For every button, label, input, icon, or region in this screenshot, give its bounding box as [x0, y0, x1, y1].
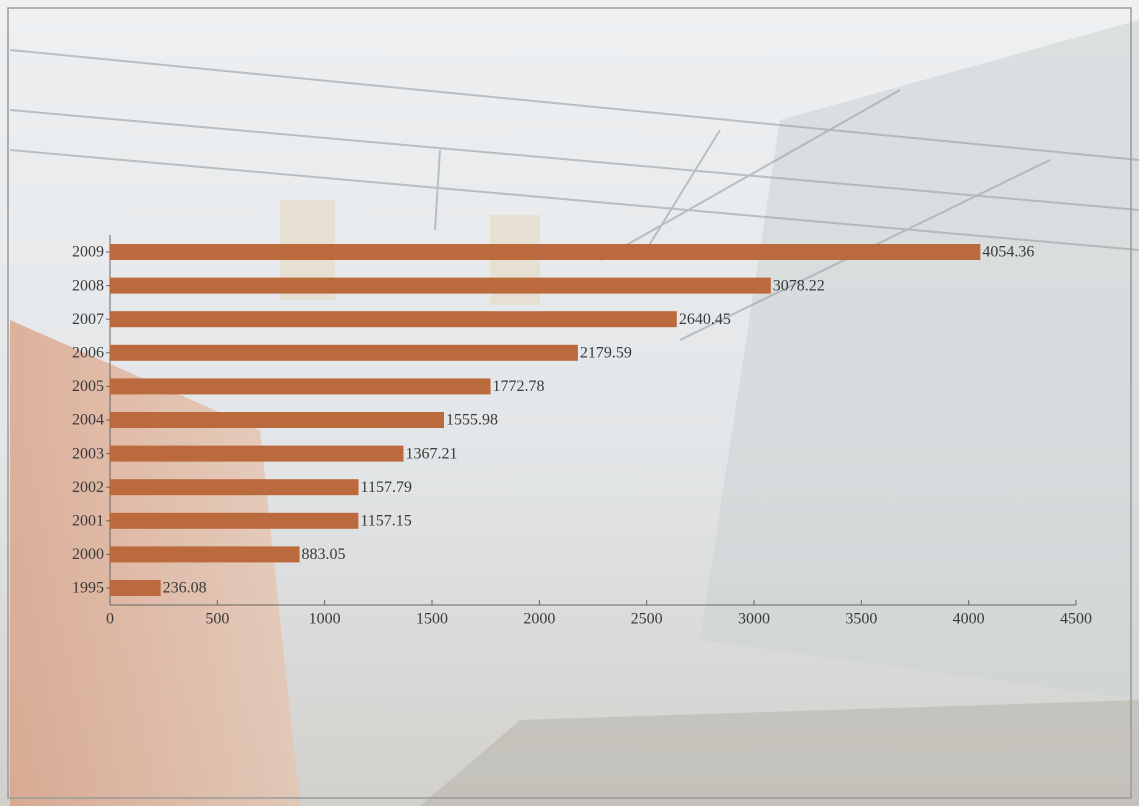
y-tick-label: 2002 — [72, 479, 104, 496]
value-label: 4054.36 — [982, 244, 1034, 261]
bar — [110, 445, 404, 462]
bar — [110, 344, 578, 361]
x-tick-label: 4000 — [953, 611, 985, 628]
bar — [110, 512, 359, 529]
value-label: 236.08 — [163, 580, 207, 597]
y-tick-label: 2009 — [72, 244, 104, 261]
value-label: 1555.98 — [446, 412, 498, 429]
value-label: 2640.45 — [679, 311, 731, 328]
y-tick-label: 2003 — [72, 445, 104, 462]
bar — [110, 546, 300, 563]
x-tick-label: 3500 — [845, 611, 877, 628]
x-tick-label: 4500 — [1060, 611, 1092, 628]
y-tick-label: 2007 — [72, 311, 104, 328]
value-label: 883.05 — [302, 546, 346, 563]
bar — [110, 580, 161, 596]
x-tick-label: 2500 — [631, 611, 663, 628]
y-tick-label: 2004 — [72, 412, 104, 429]
y-tick-label: 2000 — [72, 546, 104, 563]
value-label: 2179.59 — [580, 344, 632, 361]
value-label: 1157.79 — [361, 479, 412, 496]
value-label: 3078.22 — [773, 277, 825, 294]
value-label: 1157.15 — [360, 512, 411, 529]
x-tick-label: 1000 — [309, 611, 341, 628]
y-tick-label: 2008 — [72, 277, 104, 294]
bar — [110, 311, 677, 328]
bar — [110, 412, 445, 428]
y-tick-label: 2001 — [72, 512, 104, 529]
x-tick-label: 500 — [205, 611, 229, 628]
bar — [110, 244, 981, 260]
bar — [110, 277, 771, 294]
bar — [110, 479, 359, 496]
y-tick-label: 1995 — [72, 580, 104, 597]
x-tick-label: 3000 — [738, 611, 770, 628]
value-label: 1772.78 — [493, 378, 545, 395]
x-tick-label: 2000 — [523, 611, 555, 628]
bar — [110, 378, 491, 395]
y-tick-label: 2006 — [72, 344, 104, 361]
x-tick-label: 1500 — [416, 611, 448, 628]
x-tick-label: 0 — [106, 611, 114, 628]
y-tick-label: 2005 — [72, 378, 104, 395]
value-label: 1367.21 — [405, 445, 457, 462]
